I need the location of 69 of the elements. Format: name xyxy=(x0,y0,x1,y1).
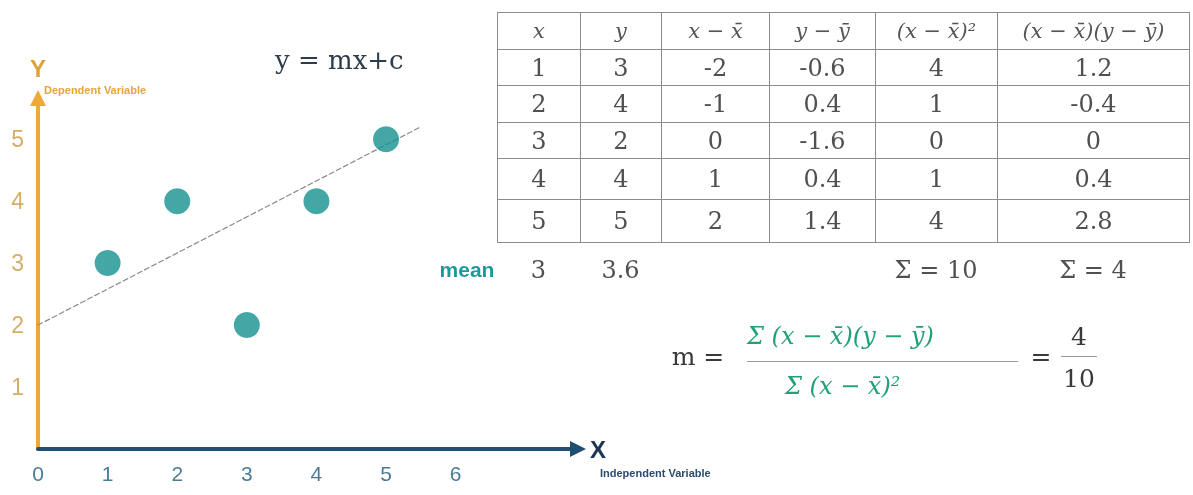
y-tick-label: 5 xyxy=(11,126,24,153)
text: 0 xyxy=(1085,126,1102,155)
text: 10 xyxy=(1062,364,1096,394)
text: Σ (x − x̄)² xyxy=(785,372,901,401)
text: 4 xyxy=(928,207,945,235)
annotation: 4 xyxy=(531,165,547,193)
point xyxy=(94,250,121,277)
text: 1.2 xyxy=(1074,53,1113,82)
annotation: 3 xyxy=(530,255,547,285)
text: 3.6 xyxy=(601,255,640,285)
text: Σ = 4 xyxy=(1059,255,1127,285)
text: 1 xyxy=(707,165,724,193)
text: (x − x̄)(y − ȳ) xyxy=(1022,18,1165,43)
y-tick-label: 4 xyxy=(11,188,25,215)
chart-title: y = mx+c xyxy=(274,45,404,75)
text: Dependent Variable xyxy=(44,84,147,96)
point xyxy=(164,188,191,215)
annotation: 5 xyxy=(531,207,547,235)
text: y − ȳ xyxy=(795,18,850,43)
text: 1 xyxy=(928,165,945,193)
text: Σ = 10 xyxy=(894,255,978,285)
x-tick-label: 2 xyxy=(171,462,184,485)
text: 3 xyxy=(613,53,629,82)
text: 4 xyxy=(613,165,629,193)
y-tick-label: 1 xyxy=(11,374,24,401)
text: -0.4 xyxy=(1070,90,1117,118)
x-tick-label: 4 xyxy=(310,462,323,485)
text: Σ (x − x̄)(y − ȳ) xyxy=(747,322,1018,362)
text: 0.4 xyxy=(803,165,842,193)
text: -0.6 xyxy=(799,53,846,82)
y-tick-label: 3 xyxy=(11,250,24,277)
text: (x − x̄)² xyxy=(896,18,977,43)
text: 4 xyxy=(928,53,945,82)
text: 2 xyxy=(613,126,629,155)
point xyxy=(303,188,330,215)
text: 0.4 xyxy=(803,90,842,118)
text: 1.4 xyxy=(803,207,842,235)
x-tick-label: 1 xyxy=(101,462,114,485)
text: -2 xyxy=(703,53,728,82)
y-axis-title: Y xyxy=(29,54,47,82)
text: y xyxy=(615,18,627,43)
text: 4 xyxy=(613,90,629,118)
x-tick-label: 0 xyxy=(32,462,44,485)
x-tick-label: 6 xyxy=(449,462,462,485)
text: 2 xyxy=(707,207,724,235)
text: 5 xyxy=(613,207,629,235)
text: 4 xyxy=(1061,322,1097,357)
text: 0 xyxy=(707,126,724,155)
text: 0 xyxy=(928,126,945,155)
annotation: 3 xyxy=(531,126,547,155)
annotation: mean xyxy=(439,257,495,283)
y-tick-label: 2 xyxy=(11,312,24,339)
x-tick-label: 3 xyxy=(240,462,253,485)
x-axis-title: X xyxy=(590,435,607,463)
text: = xyxy=(1030,342,1052,372)
text: Independent Variable xyxy=(600,467,711,479)
text: 1 xyxy=(531,53,547,82)
point xyxy=(373,126,400,153)
annotation: 2 xyxy=(531,90,547,118)
text: 1 xyxy=(928,90,945,118)
x-tick-label: 5 xyxy=(380,462,392,485)
text: 0.4 xyxy=(1074,165,1113,193)
text: x xyxy=(533,18,545,43)
point xyxy=(233,312,260,339)
text: x − x̄ xyxy=(688,18,743,43)
text: -1 xyxy=(703,90,728,118)
text: -1.6 xyxy=(799,126,846,155)
text: m = xyxy=(671,342,725,372)
text: 2.8 xyxy=(1074,207,1113,235)
